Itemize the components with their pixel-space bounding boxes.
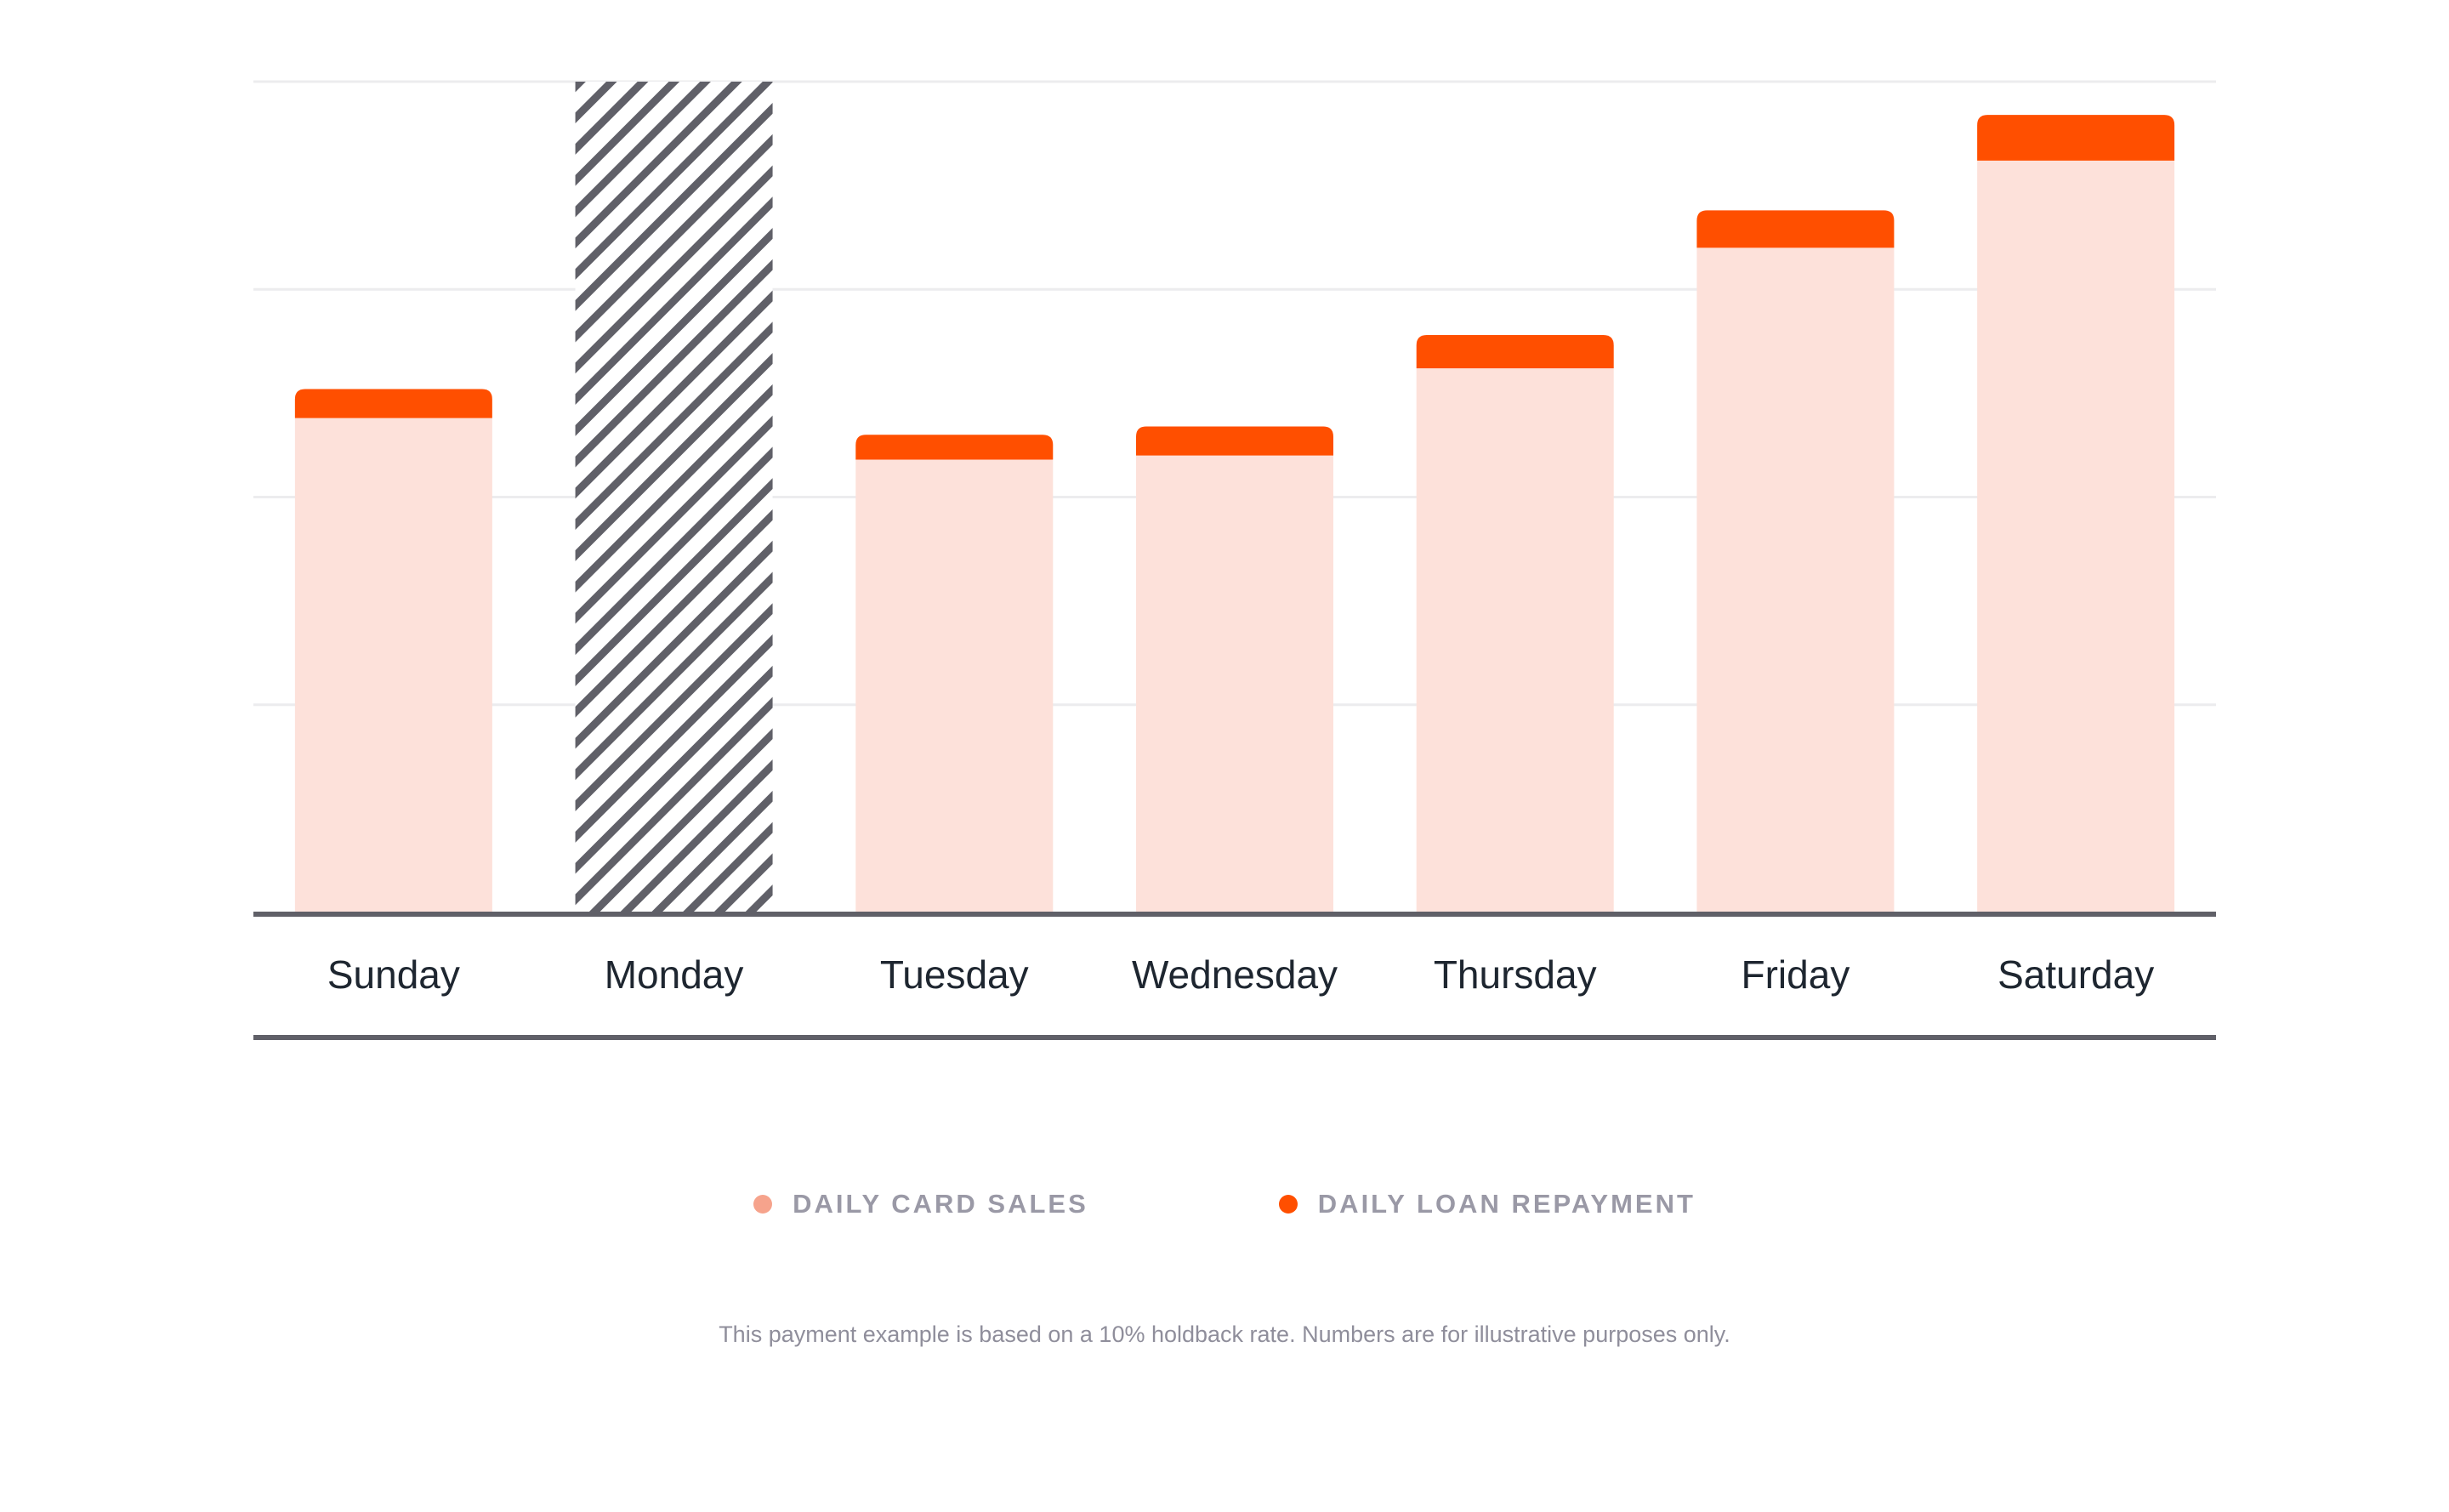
loan-repayment-bar [1416, 334, 1614, 369]
card-sales-bar [294, 418, 492, 912]
card-sales-bar [1136, 455, 1333, 912]
x-tick-label: Wednesday [1132, 952, 1338, 997]
legend-item-card-sales: DAILY CARD SALES [753, 1189, 1088, 1219]
closed-day-hatched-bar [575, 82, 773, 912]
loan-repayment-bar [1977, 115, 2175, 161]
loan-repayment-dot-icon [1278, 1195, 1298, 1214]
card-sales-bar [1416, 368, 1614, 912]
loan-repayment-bar [1696, 210, 1895, 248]
disclaimer-footnote: This payment example is based on a 10% h… [719, 1322, 1730, 1347]
legend-label-loan-repayment: DAILY LOAN REPAYMENT [1317, 1189, 1696, 1219]
loan-repayment-bar [294, 389, 492, 418]
loan-repayment-bar [855, 435, 1054, 460]
weekly-bar-chart: Sunday Monday Tuesday Wednesday Thursday Frid… [253, 80, 2216, 1040]
x-tick-label: Sunday [327, 952, 460, 997]
x-tick-label: Thursday [1434, 952, 1597, 997]
bars [294, 82, 2175, 912]
axes [253, 912, 2216, 1040]
card-sales-dot-icon [753, 1195, 773, 1214]
legend: DAILY CARD SALES DAILY LOAN REPAYMENT [0, 1189, 2449, 1219]
card-sales-bar [1696, 247, 1895, 912]
x-tick-label: Tuesday [880, 952, 1029, 997]
x-tick-label: Monday [605, 952, 744, 997]
card-sales-bar [855, 459, 1054, 912]
card-sales-bar [1977, 160, 2175, 912]
x-tick-label: Friday [1742, 952, 1850, 997]
x-tick-labels: Sunday Monday Tuesday Wednesday Thursday Frid… [327, 952, 2154, 997]
loan-repayment-bar [1136, 426, 1333, 456]
legend-label-card-sales: DAILY CARD SALES [793, 1189, 1088, 1219]
legend-item-loan-repayment: DAILY LOAN REPAYMENT [1278, 1189, 1696, 1219]
x-tick-label: Saturday [1997, 952, 2154, 997]
